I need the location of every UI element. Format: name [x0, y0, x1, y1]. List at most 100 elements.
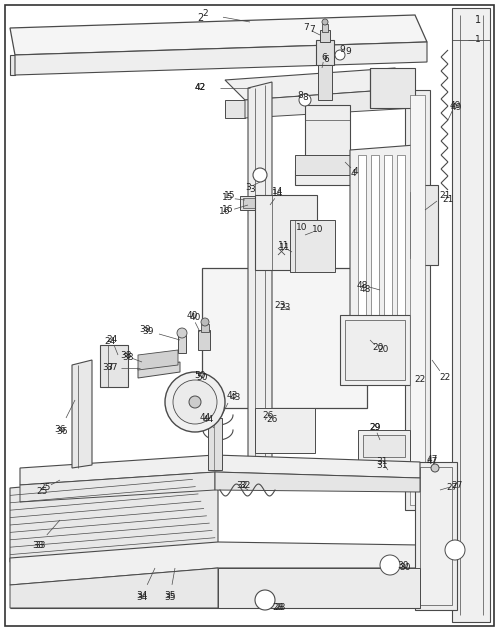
Text: 23: 23: [279, 304, 291, 312]
Text: 35: 35: [164, 594, 176, 603]
Circle shape: [177, 328, 187, 338]
Bar: [420, 467, 452, 605]
Text: 47: 47: [426, 456, 438, 464]
Circle shape: [173, 380, 217, 424]
Polygon shape: [371, 155, 379, 370]
Bar: [100, 345, 128, 387]
Polygon shape: [10, 568, 218, 608]
Circle shape: [380, 555, 400, 575]
Text: 15: 15: [222, 194, 234, 203]
Circle shape: [253, 168, 267, 182]
Text: 10: 10: [312, 225, 324, 235]
Circle shape: [201, 318, 209, 326]
Text: 4: 4: [350, 170, 356, 179]
Bar: [340, 315, 410, 385]
Text: 20: 20: [377, 346, 389, 355]
Polygon shape: [295, 155, 350, 175]
Polygon shape: [10, 472, 218, 562]
Bar: [322, 24, 328, 32]
Polygon shape: [397, 155, 405, 370]
Text: 29: 29: [369, 423, 381, 432]
Polygon shape: [215, 472, 420, 492]
Bar: [243, 198, 257, 208]
Polygon shape: [452, 8, 490, 622]
Text: 50: 50: [194, 370, 206, 379]
Text: 26: 26: [262, 411, 273, 420]
Text: 37: 37: [102, 363, 114, 372]
Text: 6: 6: [321, 54, 327, 62]
Text: 22: 22: [440, 374, 451, 382]
Text: 11: 11: [279, 244, 291, 252]
Text: 39: 39: [142, 327, 154, 336]
Circle shape: [431, 464, 439, 472]
Bar: [202, 268, 367, 408]
Text: 36: 36: [56, 427, 68, 437]
Polygon shape: [245, 88, 415, 118]
Text: 25: 25: [39, 483, 51, 493]
Bar: [410, 95, 425, 505]
Text: 26: 26: [266, 415, 277, 425]
Text: 34: 34: [136, 594, 148, 603]
Bar: [320, 30, 330, 42]
Bar: [410, 192, 420, 258]
Text: 44: 44: [203, 415, 214, 425]
Text: 1: 1: [475, 35, 481, 45]
Bar: [316, 40, 334, 65]
Text: 32: 32: [237, 481, 248, 490]
Polygon shape: [10, 542, 420, 585]
Bar: [208, 418, 222, 470]
Text: 43: 43: [230, 394, 241, 403]
Bar: [198, 330, 210, 350]
Text: 15: 15: [224, 191, 236, 201]
Bar: [290, 220, 335, 272]
Text: 42: 42: [195, 83, 206, 93]
Text: 28: 28: [274, 603, 286, 613]
Text: 48: 48: [356, 281, 368, 290]
Text: 31: 31: [376, 461, 388, 469]
Text: 8: 8: [297, 91, 303, 100]
Text: 9: 9: [339, 45, 345, 54]
Text: 3: 3: [249, 186, 255, 194]
Text: 14: 14: [272, 189, 284, 199]
Text: 23: 23: [274, 300, 286, 309]
Bar: [415, 462, 457, 610]
Text: 24: 24: [106, 336, 118, 345]
Bar: [178, 335, 186, 353]
Text: 2: 2: [197, 13, 203, 23]
Polygon shape: [72, 360, 92, 468]
Bar: [405, 90, 430, 510]
Polygon shape: [10, 15, 427, 55]
Text: 38: 38: [122, 353, 134, 362]
Text: 43: 43: [227, 391, 238, 399]
Polygon shape: [15, 42, 427, 75]
Polygon shape: [248, 82, 272, 462]
Text: 22: 22: [414, 375, 426, 384]
Circle shape: [189, 396, 201, 408]
Text: 9: 9: [345, 47, 351, 57]
Text: 37: 37: [106, 363, 118, 372]
Text: 21: 21: [442, 196, 454, 204]
Bar: [255, 408, 315, 453]
Polygon shape: [10, 55, 15, 75]
Text: 39: 39: [139, 326, 151, 334]
Text: 49: 49: [450, 103, 462, 112]
Bar: [201, 324, 209, 332]
Text: 3: 3: [245, 184, 251, 192]
Text: 2: 2: [202, 9, 208, 18]
Polygon shape: [350, 145, 415, 380]
Text: 21: 21: [439, 191, 451, 199]
Bar: [418, 185, 438, 265]
Bar: [318, 65, 332, 100]
Text: 27: 27: [451, 480, 463, 490]
Polygon shape: [225, 100, 245, 118]
Text: 33: 33: [32, 541, 44, 550]
Circle shape: [255, 590, 275, 610]
Text: 25: 25: [36, 488, 48, 497]
Text: 42: 42: [195, 83, 206, 93]
Bar: [240, 196, 260, 210]
Text: 29: 29: [369, 423, 381, 432]
Text: 1: 1: [475, 15, 481, 25]
Text: 40: 40: [189, 314, 201, 322]
Polygon shape: [218, 568, 420, 608]
Polygon shape: [295, 105, 375, 185]
